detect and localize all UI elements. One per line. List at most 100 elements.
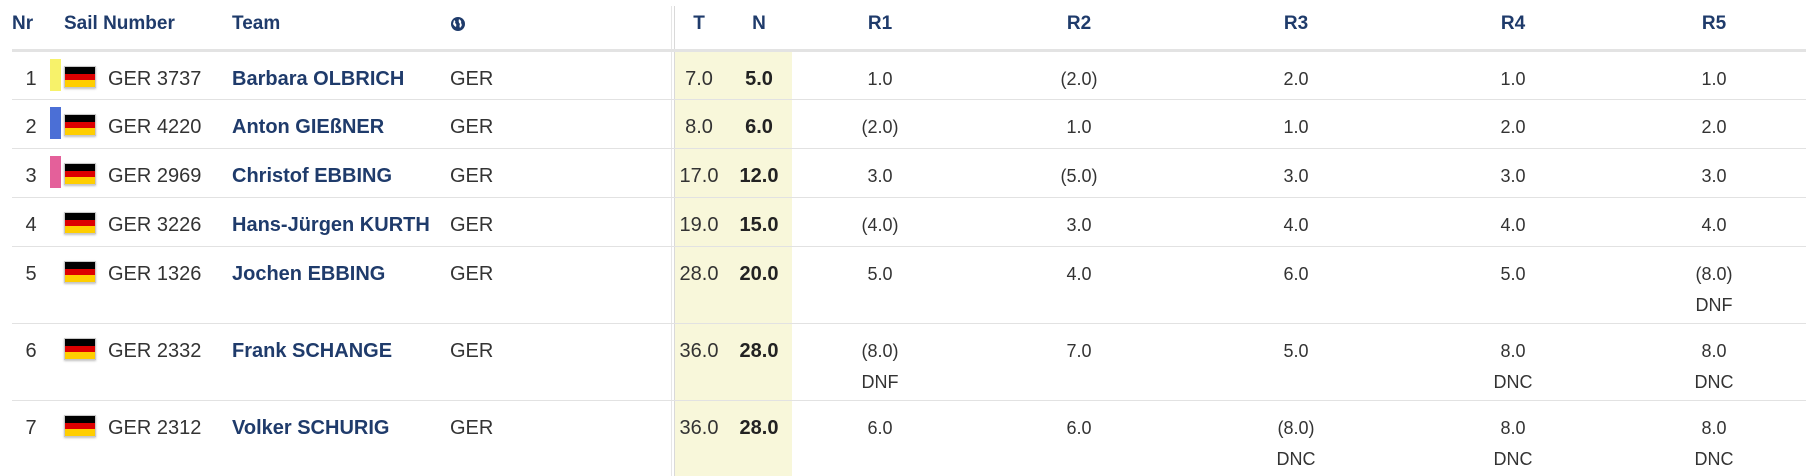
rank-cell: 3 xyxy=(12,148,64,198)
rank-cell: 7 xyxy=(12,400,64,476)
penalty-code: DNF xyxy=(1695,294,1733,315)
race-points: 1.0 xyxy=(867,68,893,89)
race-points: (4.0) xyxy=(861,214,899,235)
column-header-country[interactable] xyxy=(450,0,670,52)
table-row[interactable]: 5 GER 1326 Jochen EBBING GER 28.0 20.0 5… xyxy=(12,246,1806,324)
table-row[interactable]: 4 GER 3226 Hans-Jürgen KURTH GER 19.0 15… xyxy=(12,197,1806,247)
sail-number: GER 3737 xyxy=(108,67,202,90)
germany-flag-icon xyxy=(64,212,96,234)
rank-number: 1 xyxy=(25,67,37,90)
sail-number-cell: GER 2312 xyxy=(64,400,232,476)
sail-number-cell: GER 2332 xyxy=(64,323,232,401)
sail-number: GER 2969 xyxy=(108,164,202,187)
results-table: Nr Sail Number Team T N R1 R2 R3 R4 R5 xyxy=(12,0,1806,476)
germany-flag-icon xyxy=(64,338,96,360)
race-score-r2: 4.0 xyxy=(970,246,1188,324)
team-name-link[interactable]: Barbara OLBRICH xyxy=(232,50,450,100)
race-score-r1: (2.0) xyxy=(790,99,970,149)
race-points: (5.0) xyxy=(1060,165,1098,186)
column-header-team[interactable]: Team xyxy=(232,0,450,52)
race-points: (8.0) xyxy=(861,340,899,361)
germany-flag-icon xyxy=(64,66,96,88)
net-score: 12.0 xyxy=(728,148,790,198)
team-name-link[interactable]: Volker SCHURIG xyxy=(232,400,450,476)
column-header-r1[interactable]: R1 xyxy=(790,0,970,52)
rank-cell: 1 xyxy=(12,50,64,100)
race-points: 2.0 xyxy=(1701,116,1727,137)
sail-number-cell: GER 2969 xyxy=(64,148,232,198)
team-name-link[interactable]: Hans-Jürgen KURTH xyxy=(232,197,450,247)
table-row[interactable]: 3 GER 2969 Christof EBBING GER 17.0 12.0… xyxy=(12,148,1806,198)
column-header-total[interactable]: T xyxy=(670,0,728,52)
race-score-r1: 5.0 xyxy=(790,246,970,324)
position-marker xyxy=(50,205,61,237)
team-name-link[interactable]: Jochen EBBING xyxy=(232,246,450,324)
race-points: (8.0) xyxy=(1695,263,1733,284)
race-score-r5: 4.0 xyxy=(1622,197,1806,247)
race-score-r5: 1.0 xyxy=(1622,50,1806,100)
position-marker xyxy=(50,254,61,286)
net-score: 28.0 xyxy=(728,400,790,476)
race-points: 5.0 xyxy=(867,263,893,284)
position-marker xyxy=(50,58,61,91)
race-score-r2: (2.0) xyxy=(970,50,1188,100)
race-score-r5: 8.0 DNC xyxy=(1622,400,1806,476)
net-score: 5.0 xyxy=(728,50,790,100)
country-code: GER xyxy=(450,197,670,247)
column-header-r4[interactable]: R4 xyxy=(1404,0,1622,52)
race-score-r3: 5.0 xyxy=(1188,323,1404,401)
total-score: 36.0 xyxy=(670,400,728,476)
team-name-link[interactable]: Christof EBBING xyxy=(232,148,450,198)
race-score-r2: 6.0 xyxy=(970,400,1188,476)
race-points: 2.0 xyxy=(1500,116,1526,137)
penalty-code: DNC xyxy=(1276,448,1316,469)
race-score-r3: 4.0 xyxy=(1188,197,1404,247)
race-score-r4: 4.0 xyxy=(1404,197,1622,247)
column-header-r2[interactable]: R2 xyxy=(970,0,1188,52)
rank-cell: 2 xyxy=(12,99,64,149)
race-points: 1.0 xyxy=(1500,68,1526,89)
table-row[interactable]: 2 GER 4220 Anton GIEßNER GER 8.0 6.0 (2.… xyxy=(12,99,1806,149)
race-points: 8.0 xyxy=(1701,417,1727,438)
column-header-r5[interactable]: R5 xyxy=(1622,0,1806,52)
race-score-r1: (4.0) xyxy=(790,197,970,247)
germany-flag-icon xyxy=(64,114,96,136)
race-points: 7.0 xyxy=(1066,340,1092,361)
table-row[interactable]: 7 GER 2312 Volker SCHURIG GER 36.0 28.0 … xyxy=(12,400,1806,476)
team-name-link[interactable]: Anton GIEßNER xyxy=(232,99,450,149)
column-header-nr[interactable]: Nr xyxy=(12,0,64,52)
position-marker xyxy=(50,155,61,188)
race-score-r1: 6.0 xyxy=(790,400,970,476)
race-score-r4: 5.0 xyxy=(1404,246,1622,324)
race-points: 1.0 xyxy=(1066,116,1092,137)
race-points: 5.0 xyxy=(1500,263,1526,284)
column-header-net[interactable]: N xyxy=(728,0,790,52)
total-score: 19.0 xyxy=(670,197,728,247)
country-code: GER xyxy=(450,323,670,401)
race-score-r1: (8.0) DNF xyxy=(790,323,970,401)
race-points: 3.0 xyxy=(1701,165,1727,186)
country-code: GER xyxy=(450,246,670,324)
table-row[interactable]: 1 GER 3737 Barbara OLBRICH GER 7.0 5.0 1… xyxy=(12,50,1806,100)
race-points: 6.0 xyxy=(1066,417,1092,438)
country-code: GER xyxy=(450,50,670,100)
column-header-r3[interactable]: R3 xyxy=(1188,0,1404,52)
penalty-code: DNC xyxy=(1493,448,1533,469)
penalty-code: DNC xyxy=(1694,448,1734,469)
race-points: 8.0 xyxy=(1701,340,1727,361)
position-marker xyxy=(50,106,61,139)
column-header-sail-number[interactable]: Sail Number xyxy=(64,0,232,52)
net-score: 6.0 xyxy=(728,99,790,149)
penalty-code: DNF xyxy=(861,371,899,392)
sail-number: GER 4220 xyxy=(108,115,202,138)
sail-number-cell: GER 3226 xyxy=(64,197,232,247)
race-points: 1.0 xyxy=(1283,116,1309,137)
race-points: 6.0 xyxy=(1283,263,1309,284)
table-row[interactable]: 6 GER 2332 Frank SCHANGE GER 36.0 28.0 (… xyxy=(12,323,1806,401)
team-name-link[interactable]: Frank SCHANGE xyxy=(232,323,450,401)
total-score: 17.0 xyxy=(670,148,728,198)
race-score-r5: 2.0 xyxy=(1622,99,1806,149)
race-score-r4: 8.0 DNC xyxy=(1404,400,1622,476)
race-points: 3.0 xyxy=(867,165,893,186)
race-points: 6.0 xyxy=(867,417,893,438)
